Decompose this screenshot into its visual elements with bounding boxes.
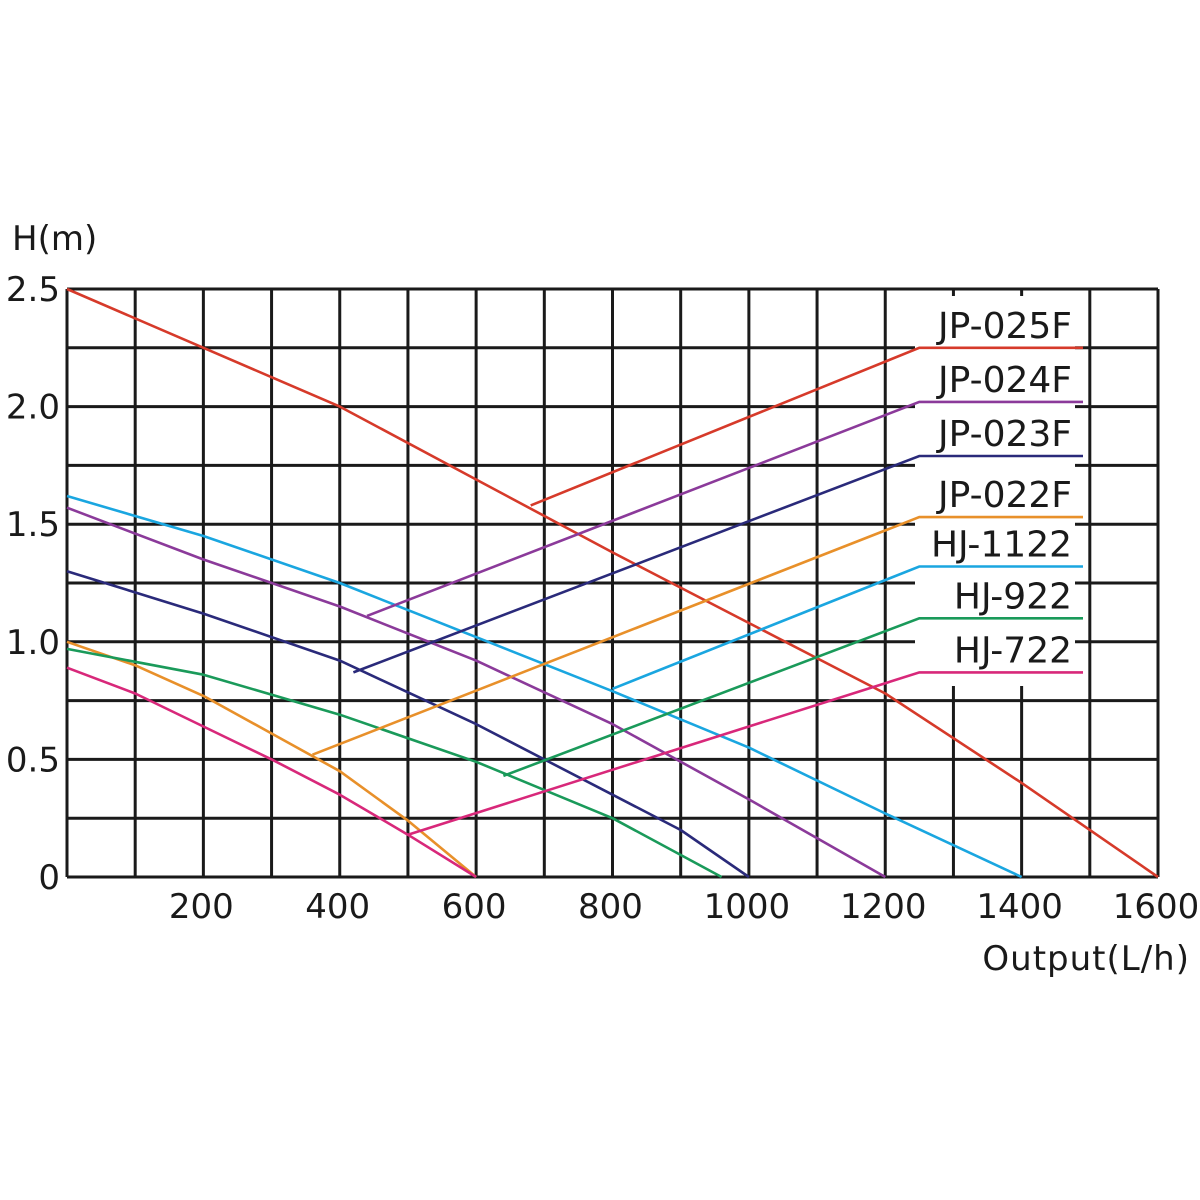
axis-ticks: 200 400 600 800 1000 1200 1400 1600 0 0.5 1.0 1.5 2.… (6, 270, 1199, 927)
legend-label: JP-023F (936, 414, 1072, 455)
leader-line-hj-922 (502, 617, 1083, 778)
curve-jp-023f (66, 569, 750, 879)
legend-label: JP-025F (936, 306, 1072, 347)
x-tick-label: 1000 (704, 887, 791, 927)
legend-leader-lines (312, 346, 1083, 836)
x-tick-label: 400 (305, 887, 370, 927)
legend: JP-025F JP-024F JP-023F JP-022F HJ-1122 HJ-92… (931, 306, 1072, 672)
curve-jp-024f (66, 506, 886, 879)
legend-label: JP-024F (936, 360, 1072, 401)
y-tick-label: 0 (38, 858, 60, 898)
y-axis-title: H(m) (12, 219, 97, 259)
y-tick-label: 2.0 (6, 388, 60, 428)
curve-hj-922 (66, 647, 723, 879)
legend-background (915, 296, 1075, 686)
leader-line-jp-022f (312, 515, 1083, 756)
x-tick-label: 1200 (840, 887, 927, 927)
leader-line-jp-025f (530, 346, 1083, 507)
legend-box (915, 296, 1075, 686)
leader-line-jp-024f (366, 400, 1083, 618)
y-tick-label: 1.5 (6, 505, 60, 545)
y-tick-label: 2.5 (6, 270, 60, 310)
x-tick-label: 600 (442, 887, 507, 927)
leader-line-hj-1122 (612, 565, 1083, 691)
x-tick-label: 1400 (976, 887, 1063, 927)
y-tick-label: 0.5 (6, 740, 60, 780)
y-tick-label: 1.0 (6, 623, 60, 663)
leader-line-hj-722 (407, 671, 1083, 836)
legend-label: HJ-922 (954, 576, 1072, 617)
legend-label: HJ-722 (954, 630, 1072, 671)
leader-line-jp-023f (352, 454, 1083, 674)
x-axis-title: Output(L/h) (982, 939, 1190, 979)
x-tick-label: 200 (169, 887, 234, 927)
curve-jp-025f (66, 287, 1159, 879)
x-tick-label: 800 (578, 887, 643, 927)
legend-label: HJ-1122 (931, 525, 1072, 566)
curve-jp-022f (66, 640, 477, 879)
x-tick-label: 1600 (1113, 887, 1200, 927)
legend-label: JP-022F (936, 475, 1072, 516)
